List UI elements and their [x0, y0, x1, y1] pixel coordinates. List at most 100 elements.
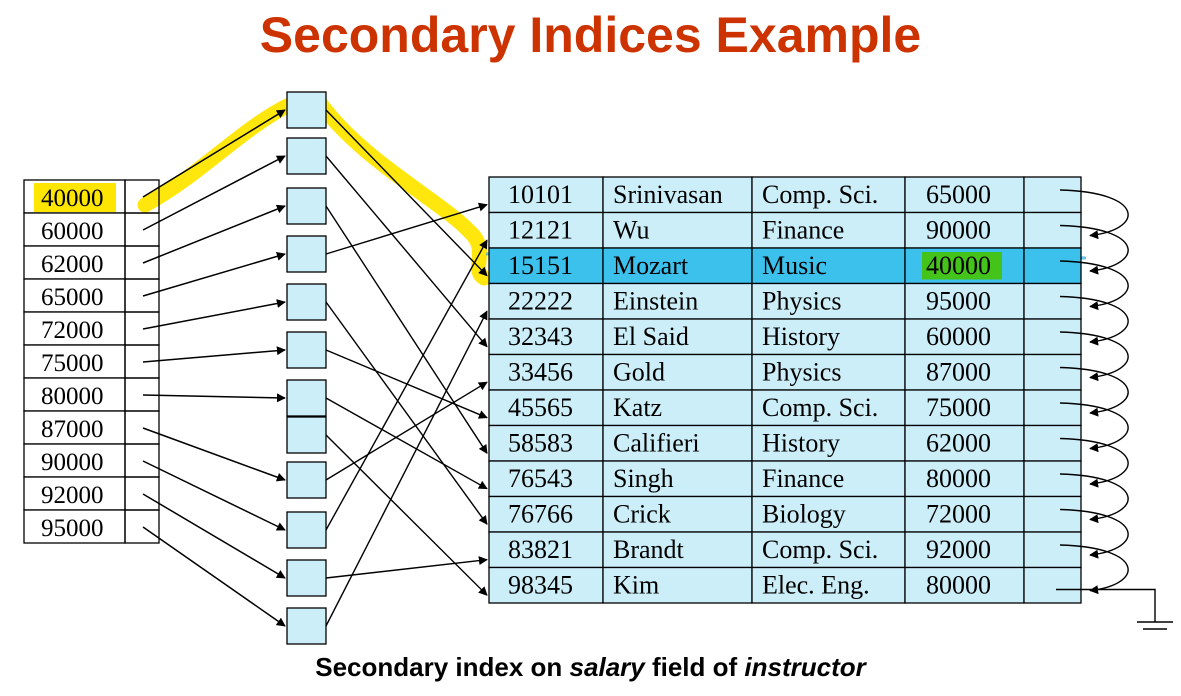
bucket-to-record-arrow	[325, 556, 488, 579]
bucket-cell	[286, 461, 327, 499]
index-to-bucket-arrow	[142, 526, 286, 627]
record-cell	[488, 247, 604, 285]
index-pointer-cell	[124, 476, 160, 511]
record-salary: 62000	[926, 429, 991, 458]
record-dept: Finance	[762, 464, 844, 493]
record-id: 76766	[508, 500, 573, 529]
record-name: Gold	[613, 358, 665, 387]
record-dept: Comp. Sci.	[762, 180, 878, 209]
record-cell	[751, 460, 906, 498]
index-pointer-cell	[124, 509, 160, 544]
index-to-bucket-arrow	[142, 427, 286, 482]
index-pointer-cell	[124, 410, 160, 445]
bucket-cell	[286, 607, 327, 645]
record-cell	[904, 282, 1025, 320]
bucket-to-record-arrow	[325, 205, 488, 454]
index-value: 72000	[41, 317, 104, 344]
index-to-bucket-arrow	[142, 109, 286, 198]
index-to-bucket-arrow	[142, 299, 286, 330]
index-value: 87000	[41, 416, 104, 443]
index-value-cell	[23, 212, 126, 247]
record-cell	[1023, 211, 1082, 249]
record-dept: Comp. Sci.	[762, 393, 878, 422]
record-salary: 75000	[926, 393, 991, 422]
record-cell	[1023, 353, 1082, 391]
record-cell	[1023, 247, 1082, 285]
record-name: Wu	[613, 216, 650, 245]
record-name: Crick	[613, 500, 671, 529]
record-id: 32343	[508, 322, 573, 351]
index-value-cell	[23, 410, 126, 445]
record-cell	[904, 566, 1025, 604]
record-cell	[488, 495, 604, 533]
index-value: 75000	[41, 350, 104, 377]
record-name: Katz	[613, 393, 662, 422]
record-cell	[904, 318, 1025, 356]
index-value-cell	[23, 344, 126, 379]
record-cell	[751, 247, 906, 285]
record-name: Brandt	[613, 535, 685, 564]
record-cell	[1023, 495, 1082, 533]
record-name: Srinivasan	[613, 180, 723, 209]
record-cell	[602, 531, 753, 569]
record-cell	[488, 531, 604, 569]
record-id: 98345	[508, 571, 573, 600]
index-pointer-cell	[124, 245, 160, 280]
record-cell	[751, 211, 906, 249]
record-cell	[1023, 460, 1082, 498]
index-value: 80000	[41, 383, 104, 410]
index-value-cell	[23, 311, 126, 346]
record-cell	[488, 460, 604, 498]
record-name: Califieri	[613, 429, 700, 458]
record-dept: Physics	[762, 358, 841, 387]
record-dept: Physics	[762, 287, 841, 316]
record-dept: Finance	[762, 216, 844, 245]
record-cell	[602, 566, 753, 604]
record-cell	[1023, 176, 1082, 214]
index-pointer-cell	[124, 443, 160, 478]
index-to-bucket-arrow	[142, 460, 286, 531]
bucket-cell	[286, 91, 327, 129]
record-chain-pointers	[1056, 189, 1173, 630]
record-name: El Said	[613, 322, 689, 351]
bucket-cell	[286, 235, 327, 273]
record-salary: 60000	[926, 322, 991, 351]
bucket-to-record-arrow	[325, 397, 488, 490]
pointer-highlight-2	[310, 92, 492, 286]
record-cell	[488, 318, 604, 356]
record-dept: Elec. Eng.	[762, 571, 870, 600]
salary-index: 40000 60000 62000 65000 72000 75000 80000 87000…	[23, 179, 160, 544]
salary-highlight	[922, 252, 1002, 280]
record-id: 12121	[508, 216, 573, 245]
record-cell	[602, 211, 753, 249]
record-chain-arrow	[1059, 544, 1129, 595]
index-pointer-cell	[124, 212, 160, 247]
index-pointer-cell	[124, 311, 160, 346]
record-cell	[904, 495, 1025, 533]
record-cell	[1023, 566, 1082, 604]
record-salary: 92000	[926, 535, 991, 564]
bucket-cell	[286, 511, 327, 549]
index-value-cell	[23, 245, 126, 280]
bucket-cell	[286, 559, 327, 597]
record-salary: 72000	[926, 500, 991, 529]
instructor-table: 10101 Srinivasan Comp. Sci. 65000 12121 Wu Fin…	[488, 176, 1082, 604]
record-dept: Comp. Sci.	[762, 535, 878, 564]
page-title: Secondary Indices Example	[259, 7, 922, 63]
caption-field: salary	[569, 652, 645, 682]
index-value: 40000	[41, 185, 104, 212]
record-salary: 40000	[926, 251, 991, 280]
record-id: 33456	[508, 358, 573, 387]
pointer-highlight-1	[137, 98, 295, 213]
index-to-bucket-arrow	[142, 204, 286, 264]
index-value-cell	[23, 509, 126, 544]
bucket-to-record-arrow	[325, 239, 488, 531]
record-dept: History	[762, 322, 840, 351]
bucket-to-record-arrow	[325, 434, 488, 596]
bucket-column	[286, 91, 327, 645]
record-cell	[904, 353, 1025, 391]
index-to-bucket-arrow	[142, 393, 286, 403]
bucket-to-record-arrow	[325, 202, 488, 255]
record-cell	[904, 460, 1025, 498]
pointer-arrows	[142, 109, 488, 627]
